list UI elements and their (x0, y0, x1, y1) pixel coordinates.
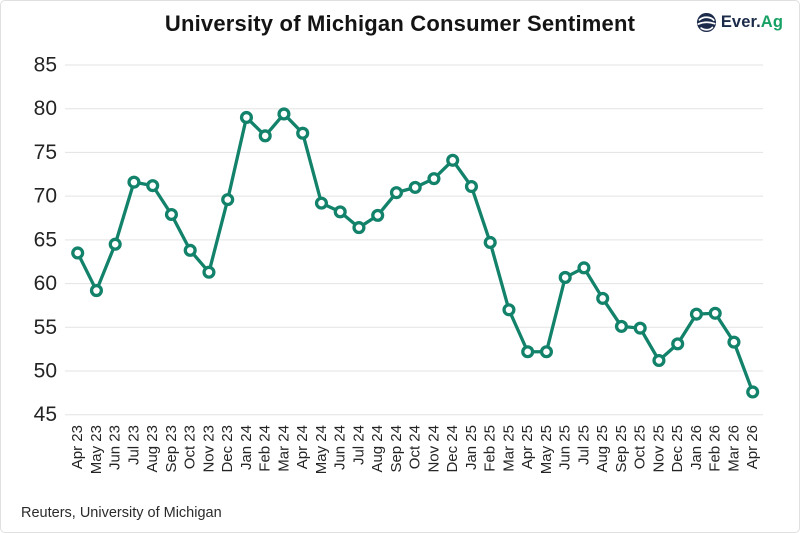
x-tick-label: Jul 25 (575, 425, 592, 465)
y-tick-label: 50 (34, 359, 57, 382)
data-point-marker (746, 385, 760, 399)
data-point-marker (164, 207, 179, 222)
source-attribution: Reuters, University of Michigan (21, 505, 222, 521)
data-point-marker (127, 175, 141, 189)
data-point-marker (221, 193, 235, 207)
everag-logo-icon (696, 12, 716, 33)
data-point-marker (689, 307, 703, 321)
data-point-marker (727, 335, 741, 349)
x-tick-label: Jun 23 (107, 425, 124, 470)
data-point-marker (296, 126, 310, 140)
x-tick-label: Sep 23 (163, 425, 180, 473)
data-point-marker (652, 353, 666, 368)
data-point-marker (502, 303, 516, 317)
x-tick-label: Aug 23 (144, 425, 161, 473)
x-tick-label: Jul 23 (125, 425, 142, 465)
x-tick-label: Apr 25 (519, 425, 536, 469)
data-point-marker (671, 337, 685, 351)
x-tick-label: Oct 24 (407, 425, 424, 469)
data-point-marker (596, 291, 610, 305)
x-tick-label: Mar 24 (275, 425, 292, 472)
x-tick-label: Jun 25 (557, 425, 574, 470)
data-point-marker (464, 179, 479, 194)
data-point-marker (371, 208, 385, 222)
x-tick-label: Jan 25 (463, 425, 480, 470)
chart-title: University of Michigan Consumer Sentimen… (164, 11, 636, 36)
x-tick-label: Apr 24 (294, 425, 311, 469)
x-tick-label: Dec 24 (444, 425, 461, 473)
data-point-marker (202, 265, 216, 279)
y-tick-label: 55 (34, 316, 57, 339)
y-tick-label: 60 (34, 272, 57, 295)
y-tick-label: 75 (34, 141, 57, 164)
data-point-marker (352, 221, 366, 235)
data-point-marker (71, 246, 85, 260)
data-point-marker (89, 284, 103, 298)
data-point-marker (633, 321, 647, 335)
x-tick-label: Feb 25 (482, 425, 499, 472)
sentiment-line (76, 112, 755, 394)
data-point-marker (539, 345, 553, 359)
x-tick-label: Nov 25 (650, 425, 667, 473)
x-tick-label: May 25 (538, 425, 555, 474)
x-tick-label: Apr 26 (744, 425, 761, 469)
data-point-marker (239, 110, 254, 125)
y-tick-label: 80 (34, 97, 57, 120)
x-tick-label: Oct 25 (632, 425, 649, 469)
y-tick-label: 70 (34, 185, 57, 208)
x-tick-label: Dec 25 (669, 425, 686, 473)
x-tick-label: Aug 24 (369, 425, 386, 473)
logo-text-primary: Ever. (720, 13, 761, 31)
y-tick-label: 45 (34, 403, 57, 426)
data-point-marker (146, 179, 160, 193)
x-tick-label: Jun 24 (332, 425, 349, 470)
data-point-marker (314, 196, 329, 210)
x-tick-label: Jan 26 (688, 425, 705, 470)
data-point-marker (108, 237, 122, 251)
everag-logo: Ever. Ag (696, 12, 783, 33)
data-point-marker (183, 243, 197, 257)
data-point-marker (333, 205, 347, 219)
x-tick-label: Aug 25 (594, 425, 611, 473)
x-tick-label: Dec 23 (219, 425, 236, 473)
data-point-marker (558, 270, 572, 284)
y-tick-label: 65 (34, 228, 57, 251)
data-point-marker (277, 107, 291, 121)
data-point-marker (708, 306, 722, 320)
x-tick-label: May 24 (313, 425, 330, 474)
x-tick-label: Feb 26 (707, 425, 724, 472)
x-tick-label: Nov 23 (200, 425, 217, 473)
data-point-marker (521, 345, 535, 359)
y-tick-label: 85 (34, 54, 57, 77)
data-point-marker (408, 180, 422, 194)
x-tick-label: Sep 24 (388, 425, 405, 473)
x-tick-label: Apr 23 (69, 425, 86, 469)
data-point-marker (614, 319, 628, 333)
data-point-marker (427, 172, 441, 186)
x-tick-label: Feb 24 (257, 425, 274, 472)
x-tick-label: Mar 25 (500, 425, 517, 472)
data-point-marker (389, 186, 404, 200)
x-tick-label: Mar 26 (725, 425, 742, 472)
data-point-marker (577, 261, 591, 275)
data-point-marker (258, 129, 272, 143)
x-tick-label: Jul 24 (350, 425, 367, 465)
data-point-marker (483, 235, 497, 250)
x-tick-label: Oct 23 (182, 425, 199, 469)
x-tick-label: May 23 (88, 425, 105, 474)
data-point-marker (446, 153, 460, 167)
x-tick-label: Jan 24 (238, 425, 255, 470)
x-tick-label: Nov 24 (425, 425, 442, 473)
logo-text-accent: Ag (760, 13, 783, 31)
x-tick-label: Sep 25 (613, 425, 630, 473)
